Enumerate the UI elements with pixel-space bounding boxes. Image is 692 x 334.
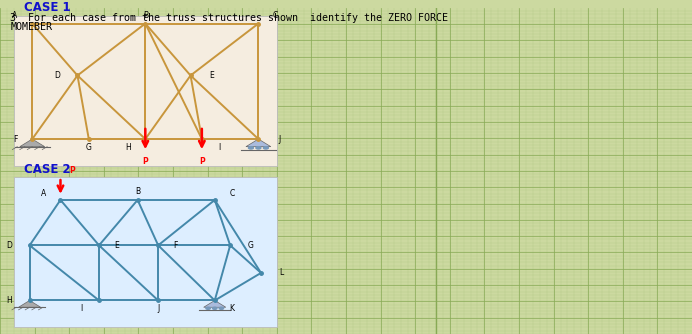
Text: E: E — [114, 241, 119, 250]
Text: G: G — [86, 143, 92, 152]
Text: K: K — [230, 304, 235, 313]
Text: I: I — [218, 143, 220, 152]
Circle shape — [219, 307, 224, 309]
Polygon shape — [246, 139, 271, 147]
Text: CASE 1: CASE 1 — [24, 1, 71, 14]
Text: E: E — [209, 71, 214, 80]
Circle shape — [206, 307, 210, 309]
Text: J: J — [157, 304, 159, 313]
Text: 3  For each case from the truss structures shown  identify the ZERO FORCE: 3 For each case from the truss structure… — [10, 13, 448, 23]
Text: H: H — [125, 143, 131, 152]
Text: P: P — [199, 157, 205, 166]
Text: H: H — [6, 296, 12, 305]
Text: CASE 2: CASE 2 — [24, 163, 71, 176]
Polygon shape — [20, 139, 45, 147]
Polygon shape — [19, 301, 41, 307]
Text: C: C — [230, 189, 235, 198]
Text: C: C — [273, 11, 278, 20]
Text: F: F — [173, 241, 178, 250]
Text: L: L — [280, 269, 284, 278]
Text: P: P — [143, 157, 148, 166]
Text: B: B — [135, 187, 140, 196]
Text: I: I — [80, 304, 83, 313]
Text: D: D — [54, 71, 60, 80]
Text: F: F — [12, 135, 17, 144]
Bar — [14, 177, 277, 327]
Circle shape — [212, 307, 217, 309]
Text: P: P — [69, 166, 75, 175]
Text: A: A — [12, 11, 17, 20]
Bar — [14, 16, 277, 166]
Text: J: J — [278, 135, 280, 144]
Text: B: B — [143, 11, 148, 20]
Text: A: A — [41, 189, 46, 198]
Polygon shape — [203, 301, 226, 307]
Text: G: G — [248, 241, 254, 250]
Circle shape — [264, 147, 268, 149]
Circle shape — [256, 147, 261, 149]
Circle shape — [248, 147, 253, 149]
Text: MOMEBER: MOMEBER — [10, 22, 53, 31]
Text: D: D — [6, 241, 12, 250]
